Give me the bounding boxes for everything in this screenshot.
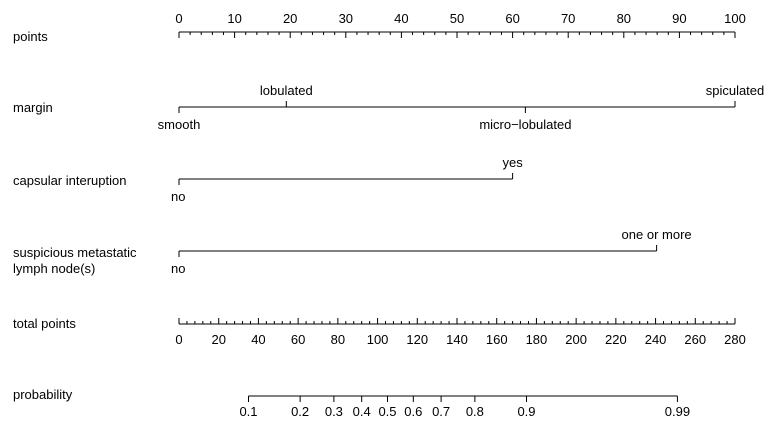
lymph-level-label-one-or-more: one or more [622,227,692,242]
lymph-node-row-label-line-1: suspicious metastatic [13,245,137,260]
total-tick-label-260: 260 [684,332,706,347]
total-tick-label-100: 100 [367,332,389,347]
margin-level-label-lobulated: lobulated [260,83,313,98]
points-tick-label-20: 20 [283,11,297,26]
total-tick-label-20: 20 [211,332,225,347]
lymph-node-row: suspicious metastatic lymph node(s) no on… [13,227,692,276]
total-points-row-label: total points [13,316,76,331]
lymph-level-label-no: no [171,261,185,276]
total-tick-label-0: 0 [175,332,182,347]
total-tick-label-40: 40 [251,332,265,347]
probability-tick-label-0.7: 0.7 [432,404,450,419]
margin-level-label-spiculated: spiculated [706,83,765,98]
capsular-interuption-row: capsular interuption no yes [13,155,523,204]
points-tick-label-30: 30 [339,11,353,26]
total-tick-label-200: 200 [565,332,587,347]
probability-row: probability 0.1 0.2 0.3 0.4 0.5 0.6 0.7 0.8 0.9 0… [13,387,690,419]
total-tick-label-220: 220 [605,332,627,347]
total-tick-label-180: 180 [526,332,548,347]
total-tick-label-140: 140 [446,332,468,347]
total-tick-label-160: 160 [486,332,508,347]
total-tick-label-280: 280 [724,332,746,347]
points-row-label: points [13,29,48,44]
total-points-row: total points 0 20 40 60 80 100 120 140 160 180 200… [13,316,746,347]
points-tick-label-100: 100 [724,11,746,26]
probability-tick-label-0.6: 0.6 [404,404,422,419]
total-tick-label-80: 80 [331,332,345,347]
probability-tick-label-0.2: 0.2 [291,404,309,419]
probability-row-label: probability [13,387,73,402]
points-tick-label-60: 60 [505,11,519,26]
probability-tick-label-0.9: 0.9 [517,404,535,419]
probability-tick-label-0.3: 0.3 [325,404,343,419]
probability-tick-label-0.5: 0.5 [378,404,396,419]
margin-level-label-micro-lobulated: micro−lobulated [479,117,571,132]
lymph-node-row-label-line-2: lymph node(s) [13,261,95,276]
points-tick-label-90: 90 [672,11,686,26]
probability-tick-label-0.99: 0.99 [665,404,690,419]
probability-tick-label-0.1: 0.1 [239,404,257,419]
margin-row: margin smooth lobulated micro−lobulated spi… [13,83,764,132]
total-tick-label-60: 60 [291,332,305,347]
capsular-level-label-no: no [171,189,185,204]
probability-tick-label-0.8: 0.8 [466,404,484,419]
points-tick-label-80: 80 [617,11,631,26]
points-tick-label-50: 50 [450,11,464,26]
points-tick-label-40: 40 [394,11,408,26]
points-row: points 0 10 20 30 40 50 60 70 80 90 100 [13,11,746,44]
capsular-level-label-yes: yes [502,155,523,170]
probability-tick-label-0.4: 0.4 [353,404,371,419]
margin-level-label-smooth: smooth [158,117,201,132]
margin-row-label: margin [13,100,53,115]
points-tick-label-0: 0 [175,11,182,26]
total-tick-label-120: 120 [406,332,428,347]
points-tick-label-70: 70 [561,11,575,26]
capsular-interuption-row-label: capsular interuption [13,173,126,188]
total-tick-label-240: 240 [645,332,667,347]
points-tick-label-10: 10 [227,11,241,26]
